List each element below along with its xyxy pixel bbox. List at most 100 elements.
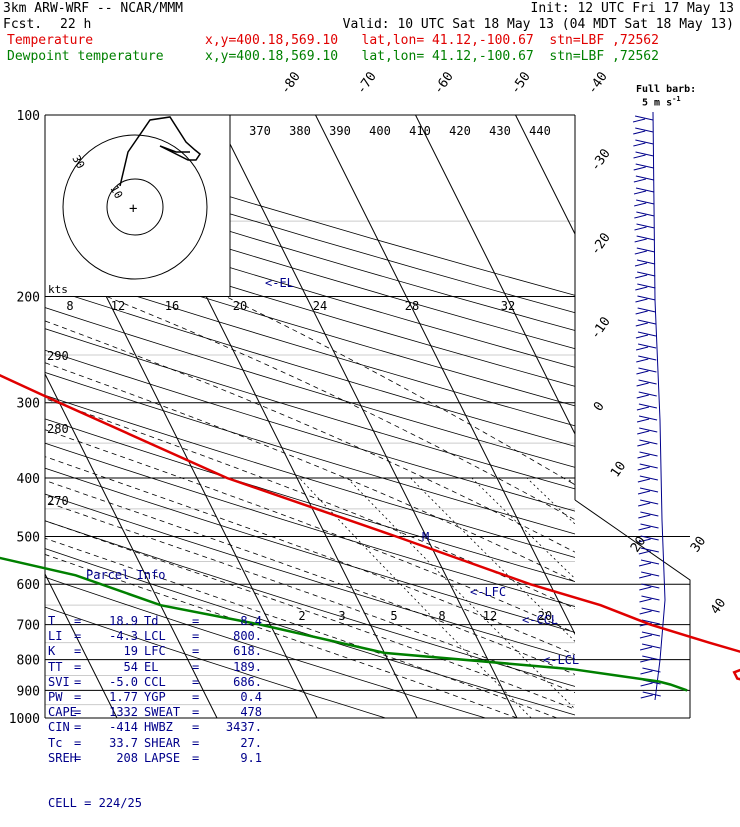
pressure-tick-label: 400 [17,472,40,487]
pressure-tick-label: 1000 [9,712,40,727]
mixing-ratio-label: 20 [233,299,247,313]
parcel-key: = [192,751,204,766]
parcel-value: 33.7 [86,736,138,751]
parcel-value: 1332 [86,705,138,720]
isotherm-label: -40 [585,69,611,97]
theta-left-label: 280 [47,422,69,436]
mixing-ratio-label: 12 [111,299,125,313]
parcel-value: 18.9 [86,614,138,629]
pressure-tick-label: 100 [17,109,40,124]
isotherm-label: -70 [354,69,380,97]
moisture-marker: M [422,530,429,544]
parcel-key: SHEAR [138,736,192,751]
parcel-value: -4.3 [86,629,138,644]
hodo-unit-label: kts [48,283,68,296]
parcel-key: = [74,660,86,675]
parcel-key: Td [138,614,192,629]
parcel-key: CCL [138,675,192,690]
level-marker: <-EL [265,276,294,290]
parcel-key: = [192,644,204,659]
theta-label: 370 [249,124,271,138]
parcel-key: SREH [48,751,74,766]
mixing-ratio-label: 8 [66,299,73,313]
parcel-value: -5.0 [86,675,138,690]
isotherm-label: -50 [508,69,534,97]
isotherm-label: -60 [431,69,457,97]
mixing-ratio-label-lower: 3 [338,609,345,623]
parcel-key: YGP [138,690,192,705]
theta-label: 440 [529,124,551,138]
theta-label: 410 [409,124,431,138]
parcel-key: = [74,614,86,629]
mixing-ratio-line [347,478,584,718]
parcel-value: 19 [86,644,138,659]
theta-left-label: 270 [47,494,69,508]
mixing-ratio-label-lower: 12 [483,609,497,623]
theta-label: 430 [489,124,511,138]
parcel-cell-row: CELL = 224/25 [48,796,262,811]
parcel-key: = [74,629,86,644]
level-marker: <-LFC [470,585,506,599]
parcel-key: = [74,751,86,766]
theta-left-label: 290 [47,349,69,363]
parcel-key: = [192,675,204,690]
hodo-center: + [129,201,137,217]
parcel-key: SVI [48,675,74,690]
parcel-key: CAPE [48,705,74,720]
hodograph-bg [45,115,230,296]
parcel-key: CIN [48,720,74,735]
parcel-value: 0.4 [204,690,262,705]
mixing-ratio-label-lower: 8 [438,609,445,623]
parcel-key: = [192,614,204,629]
cell-value: 224/25 [99,796,142,811]
parcel-key: HWBZ [138,720,192,735]
parcel-key: LI [48,629,74,644]
isotherm [716,115,740,718]
parcel-value: 9.1 [204,751,262,766]
parcel-value: 208 [86,751,138,766]
parcel-key: = [192,720,204,735]
parcel-key: = [192,629,204,644]
parcel-key: K [48,644,74,659]
pressure-tick-label: 800 [17,654,40,669]
parcel-value: 54 [86,660,138,675]
parcel-value: 478 [204,705,262,720]
mixing-ratio-label-lower: 2 [298,609,305,623]
pressure-tick-label: 900 [17,684,40,699]
level-marker: <-LCL [543,653,579,667]
pressure-tick-label: 700 [17,619,40,634]
theta-label: 390 [329,124,351,138]
mixing-ratio-label: 16 [165,299,179,313]
isotherm-label: -80 [278,69,304,97]
parcel-key: SWEAT [138,705,192,720]
parcel-key: Tc [48,736,74,751]
parcel-key: = [74,644,86,659]
parcel-value: 8.4 [204,614,262,629]
parcel-value: 618. [204,644,262,659]
parcel-key: LCL [138,629,192,644]
parcel-value: 189. [204,660,262,675]
parcel-key: = [74,675,86,690]
parcel-key: = [74,690,86,705]
mixing-ratio-label: 32 [501,299,515,313]
level-marker: <-CCL [522,613,558,627]
pressure-tick-label: 200 [17,291,40,306]
parcel-key: TT [48,660,74,675]
parcel-key: = [192,705,204,720]
parcel-key: T [48,614,74,629]
parcel-info-title: Parcel Info [48,568,262,583]
parcel-value: 27. [204,736,262,751]
isotherm [316,115,618,718]
parcel-key: EL [138,660,192,675]
parcel-key: LFC [138,644,192,659]
parcel-key: = [192,736,204,751]
